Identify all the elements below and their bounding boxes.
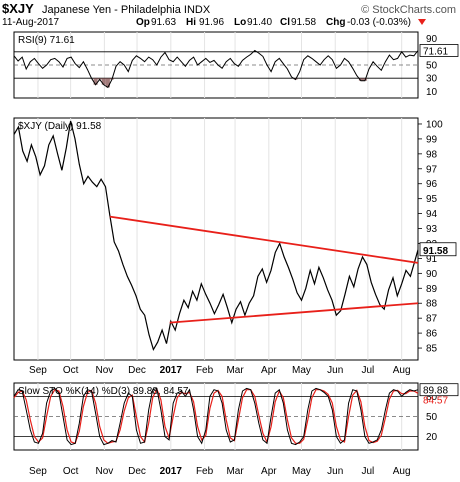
rsi-oversold-fill: [93, 78, 367, 88]
x-tick-label: Nov: [95, 365, 113, 376]
x-tick-label-bottom: Oct: [63, 466, 79, 477]
rsi-tick-label: 50: [426, 61, 438, 72]
price-tick-label: 100: [426, 119, 443, 130]
trendline-lower: [169, 302, 419, 324]
x-tick-label: Apr: [261, 365, 277, 376]
price-value-label: 91.58: [423, 246, 448, 257]
sto-tick-label: 80: [426, 392, 438, 403]
price-tick-label: 90: [426, 269, 438, 280]
price-tick-label: 95: [426, 194, 438, 205]
open-value: 91.63: [151, 17, 176, 28]
brand-logo: © StockCharts.com: [361, 4, 456, 16]
x-tick-label: Mar: [226, 365, 244, 376]
rsi-value-tag: [419, 44, 459, 57]
sto-k-value-label: 89.88: [423, 386, 448, 397]
price-tick-label: 88: [426, 299, 438, 310]
price-value-tag: [419, 242, 457, 257]
price-tick-label: 98: [426, 149, 438, 160]
sto-d-value-label: 84.57: [423, 396, 448, 407]
price-line: [13, 120, 419, 352]
sto-legend: Slow STO %K(14) %D(3) 89.88, 84.57: [18, 386, 189, 397]
price-tick-label: 94: [426, 209, 438, 220]
price-tick-label: 99: [426, 134, 438, 145]
rsi-tick-label: 10: [426, 87, 438, 98]
sto-k-value-tag: [419, 383, 459, 397]
low-label: Lo: [234, 17, 246, 28]
rsi-tick-label: 90: [426, 34, 438, 45]
price-tick-label: 91: [426, 254, 438, 265]
sto-tick-label: 50: [426, 412, 438, 423]
high-label: Hi: [186, 17, 196, 28]
price-tick-label: 85: [426, 344, 438, 355]
x-tick-label-bottom: Dec: [128, 466, 146, 477]
close-value: 91.58: [291, 17, 316, 28]
x-tick-label-bottom: Feb: [196, 466, 214, 477]
x-tick-label: Jun: [327, 365, 343, 376]
x-tick-label: Jul: [362, 365, 375, 376]
price-tick-label: 87: [426, 314, 438, 325]
price-tick-label: 93: [426, 224, 438, 235]
x-tick-label-bottom: Aug: [393, 466, 411, 477]
rsi-line: [13, 49, 419, 89]
x-tick-label-bottom: May: [292, 466, 311, 477]
rsi-tick-label: 30: [426, 74, 438, 85]
rsi-legend: RSI(9) 71.61: [18, 35, 75, 46]
sto-tick-label: 20: [426, 432, 438, 443]
x-tick-label-bottom: Apr: [261, 466, 277, 477]
x-tick-label: May: [292, 365, 311, 376]
price-tick-label: 86: [426, 329, 438, 340]
price-legend: $XJY (Daily) 91.58: [18, 121, 102, 132]
low-value: 91.40: [247, 17, 272, 28]
trendline-upper: [109, 215, 419, 264]
price-tick-label: 97: [426, 164, 438, 175]
x-tick-label-bottom: Sep: [29, 466, 47, 477]
x-tick-label-bottom: Jun: [327, 466, 343, 477]
price-tick-label: 96: [426, 179, 438, 190]
instrument-name: Japanese Yen - Philadelphia INDX: [42, 4, 211, 16]
x-tick-label: Aug: [393, 365, 411, 376]
x-tick-label-bottom: Mar: [226, 466, 244, 477]
x-tick-label: Oct: [63, 365, 79, 376]
x-tick-label: Dec: [128, 365, 146, 376]
x-tick-label-bottom: Nov: [95, 466, 113, 477]
x-tick-label: Sep: [29, 365, 47, 376]
price-tick-label: 89: [426, 284, 438, 295]
change-label: Chg: [326, 17, 345, 28]
date-label: 11-Aug-2017: [2, 17, 60, 28]
x-tick-label: 2017: [160, 365, 183, 376]
panel-frame-1: [13, 117, 419, 361]
sto-k-line: [13, 387, 419, 446]
rsi-value-label: 71.61: [423, 46, 448, 57]
change-value: -0.03 (-0.03%): [347, 17, 411, 28]
close-label: Cl: [280, 17, 290, 28]
open-label: Op: [136, 17, 150, 28]
x-tick-label: Feb: [196, 365, 214, 376]
x-tick-label-bottom: 2017: [160, 466, 183, 477]
high-value: 91.96: [199, 17, 224, 28]
x-tick-label-bottom: Jul: [362, 466, 375, 477]
down-arrow-icon: [418, 19, 426, 25]
sto-d-line: [13, 387, 419, 445]
symbol: $XJY: [2, 1, 34, 16]
